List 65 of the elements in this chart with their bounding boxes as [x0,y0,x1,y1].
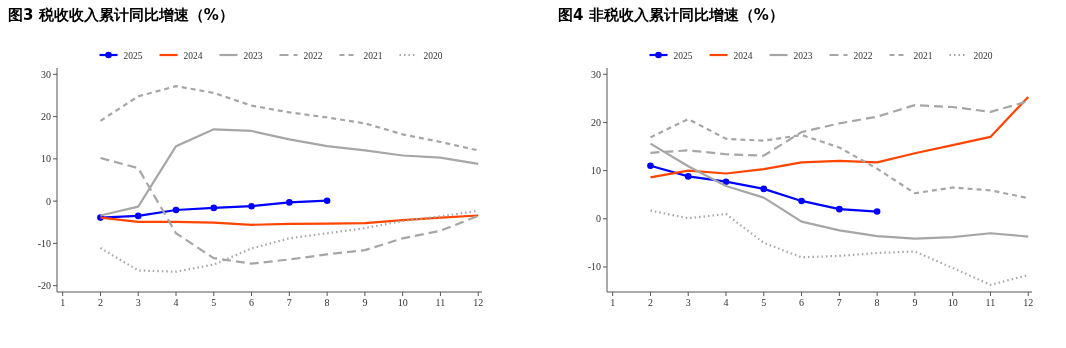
point [210,204,218,212]
legend-label: 2021 [913,50,933,61]
y-tick-label: -20 [37,280,51,292]
x-tick-label: 6 [799,297,805,308]
x-tick-label: 5 [211,297,217,308]
x-tick-label: 4 [173,297,179,308]
legend-label: 2024 [733,50,753,61]
x-tick-label: 8 [874,297,880,308]
line-series [99,85,480,152]
y-tick-label: 10 [591,165,601,177]
y-tick-label: 20 [41,111,51,123]
x-tick-label: 9 [362,297,368,308]
x-tick-label: 12 [1023,297,1034,308]
x-tick-label: 8 [324,297,330,308]
chart-title: 图4 非税收入累计同比增速（%） [558,6,784,24]
x-tick-label: 10 [947,297,958,308]
legend-label: 2024 [183,50,203,61]
legend-label: 2023 [793,50,813,61]
point [172,206,180,214]
x-tick-label: 2 [647,297,653,308]
legend-label: 2023 [243,50,263,61]
legend-label: 2020 [423,50,443,61]
legend-label: 2025 [123,50,143,61]
y-tick-label: -10 [587,261,601,273]
x-tick-label: 12 [473,297,484,308]
point [798,197,805,205]
x-tick-label: 1 [60,297,66,308]
point [836,205,843,213]
point [760,185,768,193]
x-tick-label: 11 [435,297,446,308]
legend-label: 2021 [363,50,383,61]
y-tick-label: 0 [596,213,601,225]
line-series [99,214,480,226]
legend-label: 2020 [973,50,993,61]
point [286,199,293,206]
line-series [649,95,1030,179]
x-tick-label: 3 [135,297,141,308]
x-tick-label: 3 [685,297,691,308]
legend-label: 2022 [303,50,323,61]
point [248,202,255,210]
chart-title: 图3 税收收入累计同比增速（%） [8,6,234,24]
point [684,173,692,180]
legend-label: 2022 [853,50,873,61]
x-tick-label: 7 [836,297,842,308]
x-tick-label: 5 [761,297,767,308]
x-tick-label: 9 [912,297,918,308]
x-tick-label: 4 [723,297,729,308]
point [647,162,654,170]
point [323,197,331,205]
y-tick-label: 20 [591,116,601,128]
y-tick-label: 30 [41,68,51,80]
legend-label: 2025 [673,50,693,61]
x-tick-label: 10 [397,297,408,308]
x-tick-label: 6 [249,297,255,308]
x-tick-label: 1 [610,297,616,308]
point [873,208,881,215]
y-tick-label: -10 [37,237,51,249]
point [722,178,730,185]
y-tick-label: 10 [41,153,51,165]
y-tick-label: 0 [46,195,51,207]
x-tick-label: 11 [985,297,996,308]
x-tick-label: 2 [97,297,103,308]
x-tick-label: 7 [286,297,292,308]
y-tick-label: 30 [591,68,601,80]
point [134,212,142,220]
